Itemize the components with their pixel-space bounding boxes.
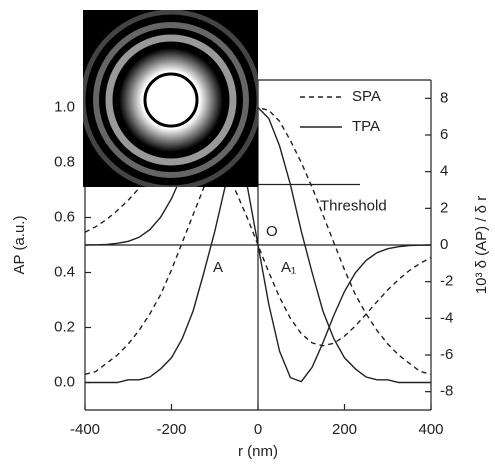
y2-tick-label: 8	[440, 89, 448, 106]
y2-tick-label: 6	[440, 126, 448, 143]
y-tick-label: 0.0	[54, 373, 75, 390]
y2-tick-label: -8	[440, 383, 453, 400]
inset-image	[83, 10, 259, 188]
x-tick-label: -200	[156, 421, 186, 438]
x-tick-label: 400	[418, 421, 443, 438]
y-tick-label: 0.2	[54, 318, 75, 335]
annotation: O	[266, 223, 278, 240]
x-tick-label: -400	[70, 421, 100, 438]
y-tick-label: 1.0	[54, 98, 75, 115]
y2-tick-label: -6	[440, 346, 453, 363]
legend-label: SPA	[352, 88, 381, 105]
y2-tick-label: -4	[440, 309, 453, 326]
y2-tick-label: 2	[440, 199, 448, 216]
chart: r (nm) AP (a.u.) 10³ δ (AP) / δ r -400-2…	[0, 0, 495, 470]
threshold-label: Threshold	[320, 197, 387, 214]
annotation: A₁	[281, 259, 296, 276]
x-axis-title: r (nm)	[238, 443, 278, 460]
legend-label: TPA	[352, 118, 380, 135]
y-tick-label: 0.8	[54, 153, 75, 170]
y2-tick-label: 0	[440, 236, 448, 253]
y2-tick-label: 4	[440, 163, 448, 180]
y-axis-title: AP (a.u.)	[11, 216, 28, 275]
x-tick-label: 0	[254, 421, 262, 438]
y-tick-label: 0.6	[54, 208, 75, 225]
x-tick-label: 200	[332, 421, 357, 438]
annotation: A	[213, 259, 223, 276]
y2-tick-label: -2	[440, 273, 453, 290]
y-tick-label: 0.4	[54, 263, 75, 280]
y2-axis-title: 10³ δ (AP) / δ r	[473, 196, 490, 294]
